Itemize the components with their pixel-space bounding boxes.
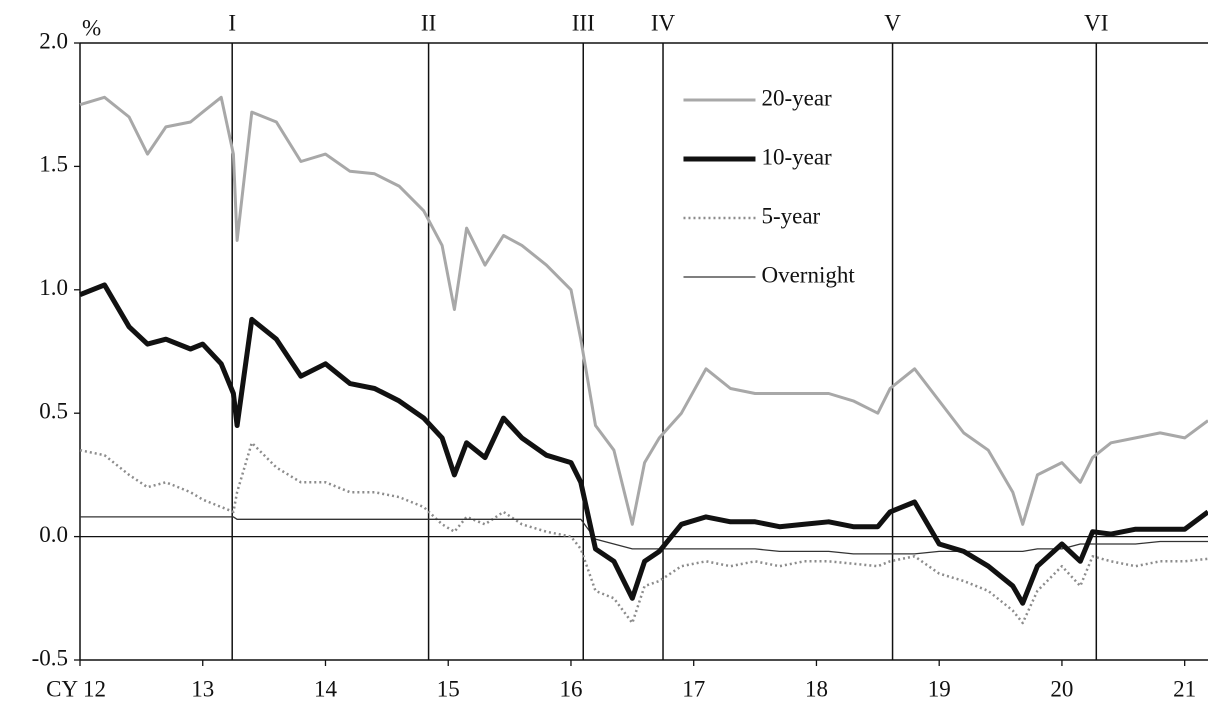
legend-label: 5-year — [761, 203, 820, 228]
x-tick-label: CY 12 — [46, 676, 106, 701]
series-line — [79, 95, 1208, 526]
x-tick-label: 14 — [314, 676, 338, 701]
x-tick-label: 21 — [1173, 676, 1196, 701]
series-line — [79, 441, 1208, 625]
y-tick-label: 1.0 — [39, 275, 68, 300]
x-tick-label: 18 — [805, 676, 828, 701]
x-tick-label: 16 — [559, 676, 582, 701]
event-label: VI — [1084, 10, 1108, 35]
event-label: III — [572, 10, 595, 35]
event-label: V — [884, 10, 901, 35]
x-tick-label: 15 — [437, 676, 460, 701]
event-label: IV — [651, 10, 676, 35]
legend-label: 20-year — [761, 85, 832, 110]
series-line — [80, 516, 1208, 555]
y-unit: % — [82, 15, 101, 40]
x-tick-label: 17 — [682, 676, 705, 701]
y-tick-label: 1.5 — [39, 152, 68, 177]
x-tick-label: 19 — [928, 676, 951, 701]
series-line — [79, 282, 1208, 606]
y-tick-label: 2.0 — [39, 28, 68, 53]
event-label: II — [421, 10, 436, 35]
y-tick-label: 0.5 — [39, 398, 68, 423]
legend-label: 10-year — [761, 144, 832, 169]
y-tick-label: 0.0 — [39, 522, 68, 547]
legend-label: Overnight — [761, 262, 855, 287]
x-tick-label: 20 — [1050, 676, 1073, 701]
y-tick-label: -0.5 — [32, 645, 68, 670]
x-tick-label: 13 — [191, 676, 214, 701]
event-label: I — [228, 10, 236, 35]
